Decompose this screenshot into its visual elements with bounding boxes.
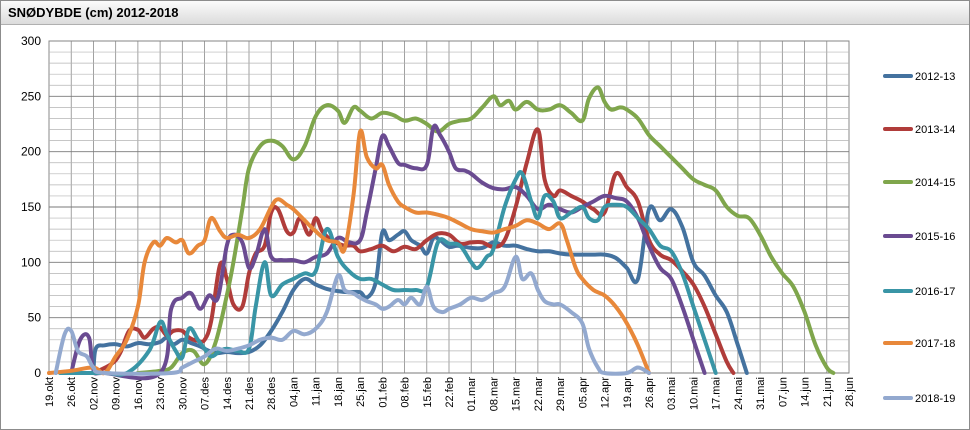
x-tick-label: 21.jun bbox=[822, 377, 834, 407]
x-tick-label: 22.feb bbox=[444, 377, 456, 408]
legend-label: 2017-18 bbox=[915, 338, 955, 350]
x-tick-label: 10.mai bbox=[688, 377, 700, 410]
legend-label: 2014-15 bbox=[915, 177, 955, 189]
x-tick-label: 28.des bbox=[266, 377, 278, 411]
x-tick-label: 05.apr bbox=[577, 377, 589, 409]
y-tick-label: 250 bbox=[21, 89, 41, 103]
x-tick-label: 02.nov bbox=[88, 377, 100, 411]
y-tick-label: 0 bbox=[34, 366, 41, 380]
x-tick-label: 08.mar bbox=[488, 377, 500, 412]
chart-title: SNØDYBDE (cm) 2012-2018 bbox=[8, 5, 179, 20]
series-line-2015-16 bbox=[69, 123, 707, 381]
y-tick-label: 100 bbox=[21, 255, 41, 269]
x-tick-label: 11.jan bbox=[311, 377, 323, 406]
y-tick-label: 300 bbox=[21, 34, 41, 48]
x-tick-label: 15.feb bbox=[422, 377, 434, 408]
x-tick-label: 15.mar bbox=[511, 377, 523, 412]
x-tick-label: 19.apr bbox=[622, 377, 634, 409]
x-tick-label: 22.mar bbox=[533, 377, 545, 412]
legend-label: 2016-17 bbox=[915, 286, 955, 298]
x-tick-label: 16.nov bbox=[133, 377, 145, 411]
chart-title-bar: SNØDYBDE (cm) 2012-2018 bbox=[1, 1, 969, 25]
x-tick-label: 17.mai bbox=[711, 377, 723, 410]
y-tick-label: 50 bbox=[28, 311, 42, 325]
x-tick-label: 21.des bbox=[244, 377, 256, 411]
x-tick-label: 12.apr bbox=[600, 377, 612, 409]
x-tick-label: 01.feb bbox=[377, 377, 389, 408]
x-tick-label: 19.okt bbox=[44, 377, 56, 407]
x-tick-label: 04.jan bbox=[288, 377, 300, 407]
legend-label: 2012-13 bbox=[915, 71, 955, 83]
y-tick-label: 200 bbox=[21, 145, 41, 159]
x-tick-label: 18.jan bbox=[333, 377, 345, 407]
x-tick-label: 25.jan bbox=[355, 377, 367, 407]
x-tick-label: 14.des bbox=[222, 377, 234, 411]
x-tick-label: 28.jun bbox=[844, 377, 856, 407]
x-tick-label: 29.mar bbox=[555, 377, 567, 412]
series-line-2014-15 bbox=[135, 85, 836, 375]
series-lines bbox=[47, 85, 836, 381]
x-tick-label: 30.nov bbox=[177, 377, 189, 411]
legend: 2012-13 2013-14 2014-15 2015-16 2016-17 2017-… bbox=[883, 71, 955, 405]
x-axis-ticks: 19.okt 26.okt 02.nov 09.nov 16.nov 23.nov 30.n… bbox=[44, 377, 856, 412]
legend-label: 2013-14 bbox=[915, 124, 955, 136]
series-line-2017-18 bbox=[47, 128, 651, 376]
x-tick-label: 08.feb bbox=[400, 377, 412, 408]
x-tick-label: 07.des bbox=[200, 377, 212, 411]
x-tick-label: 23.nov bbox=[155, 377, 167, 411]
x-tick-label: 31.mai bbox=[755, 377, 767, 410]
x-tick-label: 07.jun bbox=[777, 377, 789, 407]
y-tick-label: 150 bbox=[21, 200, 41, 214]
series-line-2013-14 bbox=[91, 127, 736, 375]
x-tick-label: 09.nov bbox=[111, 377, 123, 411]
x-tick-label: 03.mai bbox=[666, 377, 678, 410]
y-axis-ticks: 0 50 100 150 200 250 300 bbox=[21, 34, 41, 380]
series-line-2018-19 bbox=[53, 254, 651, 376]
x-tick-label: 01.mar bbox=[466, 377, 478, 412]
x-tick-label: 26.apr bbox=[644, 377, 656, 409]
series-line-2016-17 bbox=[58, 170, 718, 377]
legend-label: 2015-16 bbox=[915, 231, 955, 243]
legend-label: 2018-19 bbox=[915, 393, 955, 405]
x-tick-label: 24.mai bbox=[733, 377, 745, 410]
x-tick-label: 14.jun bbox=[800, 377, 812, 407]
series-line-2012-13 bbox=[91, 204, 749, 375]
x-tick-label: 26.okt bbox=[66, 377, 78, 407]
